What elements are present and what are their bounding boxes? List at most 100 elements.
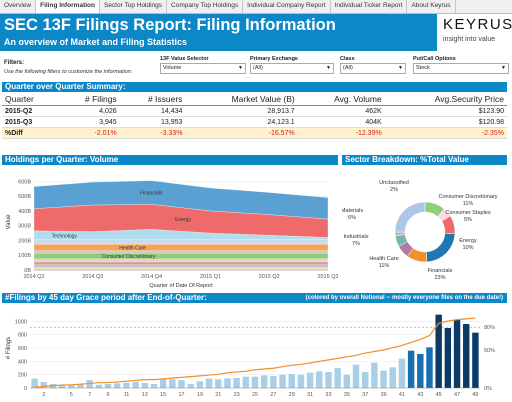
slice-label: Health Care <box>369 256 398 262</box>
table-cell: %Diff <box>2 127 59 139</box>
y-axis-label: # Filings <box>6 337 12 359</box>
page-subtitle: An overview of Market and Filing Statist… <box>4 37 188 47</box>
value-selector-dropdown[interactable]: Volume ▼ <box>160 63 246 74</box>
bar <box>251 376 259 388</box>
tab-company-top-holdings[interactable]: Company Top Holdings <box>167 0 244 13</box>
primary-exchange-dropdown[interactable]: (All) ▼ <box>250 63 334 74</box>
logo-wordmark: KEYRUS <box>443 16 512 33</box>
tab-overview[interactable]: Overview <box>0 0 37 13</box>
y2-tick-label: 0% <box>484 386 492 392</box>
class-dropdown[interactable]: (All) ▼ <box>340 63 406 74</box>
put-call-dropdown[interactable]: Stock ▼ <box>413 63 509 74</box>
area-series <box>33 239 329 245</box>
x-tick-label: 37 <box>362 392 368 398</box>
chevron-down-icon: ▼ <box>501 65 506 71</box>
grace-chart-title-bar: #Filings by 45 day Grace period after En… <box>2 293 507 303</box>
x-tick-label: 39 <box>381 392 387 398</box>
bar <box>141 383 149 388</box>
y-tick-label: 1000 <box>15 319 27 325</box>
bar <box>279 374 286 388</box>
bar <box>288 374 295 388</box>
x-tick-label: 2015 Q2 <box>259 274 280 280</box>
filter-label: Put/Call Options <box>413 56 456 62</box>
table-row: 2015-Q3 3,945 13,953 24,123.1 404K $120.… <box>2 116 507 128</box>
slice-label: Financials <box>428 268 453 274</box>
slice-label: Industrials <box>343 234 368 240</box>
tab-filing-information[interactable]: Filing Information <box>36 0 100 13</box>
area-series <box>33 261 329 265</box>
bar <box>260 375 268 388</box>
bar <box>132 382 139 388</box>
bar <box>453 320 461 388</box>
filter-put-call-options: Put/Call Options Stock ▼ <box>413 56 509 74</box>
y-tick-label: 100B <box>18 253 31 259</box>
area-series <box>33 244 329 251</box>
chevron-down-icon: ▼ <box>326 65 331 71</box>
slice-percent: 5% <box>464 217 472 223</box>
bar <box>233 378 240 388</box>
holdings-chart-title: Holdings per Quarter: Volume <box>2 155 338 165</box>
x-tick-label: 27 <box>270 392 276 398</box>
dropdown-value: Stock <box>416 65 430 71</box>
x-tick-label: 2014 Q4 <box>141 274 162 280</box>
bar <box>371 362 378 388</box>
bar <box>325 372 332 388</box>
diff-row: %Diff -2.01% -3.33% -16.57% -12.39% -2.3… <box>2 127 507 139</box>
table-cell: 4,026 <box>58 105 120 117</box>
column-header: Avg.Security Price <box>384 93 507 106</box>
table-header-row: Quarter # Filings # Issuers Market Value… <box>2 93 507 106</box>
slice-percent: 11% <box>463 201 474 207</box>
bar <box>316 371 323 388</box>
slice-percent: 6% <box>348 215 356 221</box>
bar <box>169 379 176 388</box>
bar <box>463 324 470 388</box>
x-tick-label: 47 <box>454 392 460 398</box>
tab-sector-top-holdings[interactable]: Sector Top Holdings <box>100 0 168 13</box>
table-cell: $123.90 <box>384 105 507 117</box>
bar <box>343 374 351 388</box>
slice-percent: 23% <box>434 275 445 281</box>
bar <box>435 314 442 388</box>
area-series <box>33 264 329 268</box>
slice-label: Energy <box>459 238 477 244</box>
logo-tagline: insight into value <box>443 36 496 43</box>
y-tick-label: 200 <box>18 373 27 379</box>
x-tick-label: 15 <box>160 392 166 398</box>
column-header: Quarter <box>2 93 59 106</box>
table-cell: 2015-Q3 <box>2 116 59 128</box>
bar <box>224 378 231 388</box>
page-title: SEC 13F Filings Report: Filing Informati… <box>4 16 336 34</box>
tab-about-keyrus[interactable]: About Keyrus <box>407 0 456 13</box>
x-tick-label: 2014 Q2 <box>23 274 44 280</box>
table-cell: 13,953 <box>119 116 186 128</box>
chevron-down-icon: ▼ <box>398 65 403 71</box>
table-cell: -16.57% <box>185 127 298 139</box>
table-cell: 14,434 <box>119 105 186 117</box>
x-tick-label: 17 <box>178 392 184 398</box>
area-series <box>33 252 329 260</box>
filter-class: Class (All) ▼ <box>340 56 406 74</box>
filter-label: 13F Value Selector <box>160 56 209 62</box>
cumulative-line <box>34 317 476 388</box>
keyrus-logo: KEYRUS insight into value <box>440 16 512 50</box>
slice-label: Consumer Discretionary <box>439 194 498 200</box>
bar <box>68 384 75 388</box>
series-label: Health Care <box>119 245 146 251</box>
y-tick-label: 600B <box>18 179 31 185</box>
bar <box>77 384 84 388</box>
slice-percent: 7% <box>352 241 360 247</box>
y-tick-label: 0 <box>24 386 27 392</box>
table-cell: 2015-Q2 <box>2 105 59 117</box>
x-tick-label: 2014 Q3 <box>82 274 103 280</box>
table-cell: 462K <box>297 105 385 117</box>
grace-chart-title: #Filings by 45 day Grace period after En… <box>5 293 207 302</box>
tab-individual-company-report[interactable]: Individual Company Report <box>243 0 331 13</box>
tab-individual-ticker-report[interactable]: Individual Ticker Report <box>331 0 408 13</box>
bar <box>444 328 452 388</box>
x-tick-label: 19 <box>197 392 203 398</box>
x-tick-label: 31 <box>307 392 313 398</box>
table-cell: -12.39% <box>297 127 385 139</box>
dropdown-value: (All) <box>343 65 353 71</box>
pie-slice <box>394 201 426 233</box>
